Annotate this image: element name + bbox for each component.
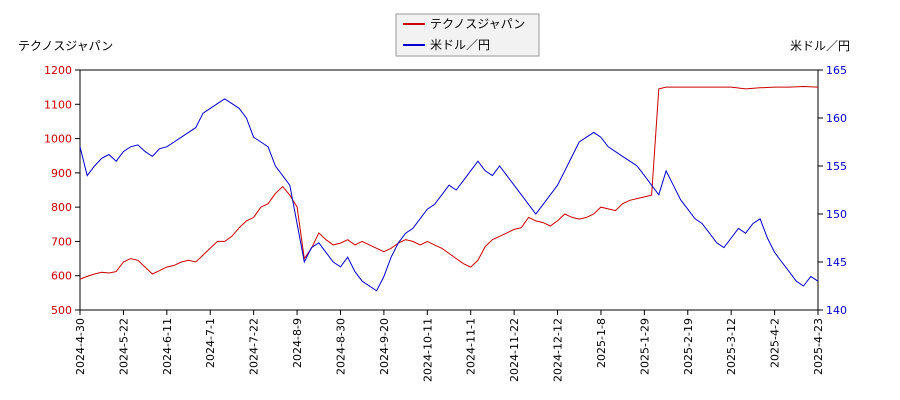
- right-tick-label: 155: [826, 160, 847, 173]
- right-tick-label: 165: [826, 64, 847, 77]
- x-tick-label: 2025-3-12: [725, 318, 738, 375]
- legend: テクノスジャパン 米ドル／円: [395, 13, 540, 57]
- left-tick-label: 900: [51, 167, 72, 180]
- plot-frame: [79, 69, 819, 311]
- x-tick-label: 2024-10-11: [421, 318, 434, 382]
- left-tick-label: 500: [51, 304, 72, 317]
- series-layer: [79, 85, 819, 292]
- x-tick-label: 2024-9-20: [378, 318, 391, 375]
- x-tick-label: 2025-1-29: [638, 318, 651, 375]
- x-tick-label: 2024-8-9: [291, 318, 304, 368]
- x-tick-label: 2024-5-22: [117, 318, 130, 375]
- right-tick-label: 145: [826, 256, 847, 269]
- x-tick-label: 2025-2-19: [682, 318, 695, 375]
- right-tick-label: 140: [826, 304, 847, 317]
- left-tick-label: 600: [51, 270, 72, 283]
- legend-box: [395, 13, 540, 57]
- left-tick-label: 1000: [44, 133, 72, 146]
- series-line-1: [79, 98, 819, 292]
- right-tick-label: 150: [826, 208, 847, 221]
- x-axis: 2024-4-30 2024-5-22 2024-6-11 2024-7-1 2024-…: [74, 310, 825, 382]
- left-axis: 500 600 700 800 900 1000 1100 1200: [44, 64, 80, 317]
- x-tick-label: 2024-7-22: [248, 318, 261, 375]
- x-tick-label: 2025-1-8: [595, 318, 608, 368]
- right-axis: 140 145 150 155 160 165: [818, 64, 847, 317]
- left-axis-title: テクノスジャパン: [18, 39, 113, 53]
- legend-label-1: 米ドル／円: [430, 38, 490, 52]
- series-line-0: [79, 85, 819, 280]
- x-tick-label: 2025-4-2: [769, 318, 782, 368]
- x-tick-label: 2025-4-23: [812, 318, 825, 375]
- x-tick-label: 2024-4-30: [74, 318, 87, 375]
- right-tick-label: 160: [826, 112, 847, 125]
- left-tick-label: 1100: [44, 98, 72, 111]
- x-tick-label: 2024-11-22: [508, 318, 521, 382]
- x-tick-label: 2024-6-11: [161, 318, 174, 375]
- legend-label-0: テクノスジャパン: [430, 17, 525, 31]
- right-axis-title: 米ドル／円: [790, 39, 850, 53]
- left-tick-label: 800: [51, 201, 72, 214]
- left-tick-label: 1200: [44, 64, 72, 77]
- x-tick-label: 2024-7-1: [204, 318, 217, 368]
- left-tick-label: 700: [51, 235, 72, 248]
- x-tick-label: 2024-12-12: [552, 318, 565, 382]
- x-tick-label: 2024-11-1: [465, 318, 478, 375]
- x-tick-label: 2024-8-30: [334, 318, 347, 375]
